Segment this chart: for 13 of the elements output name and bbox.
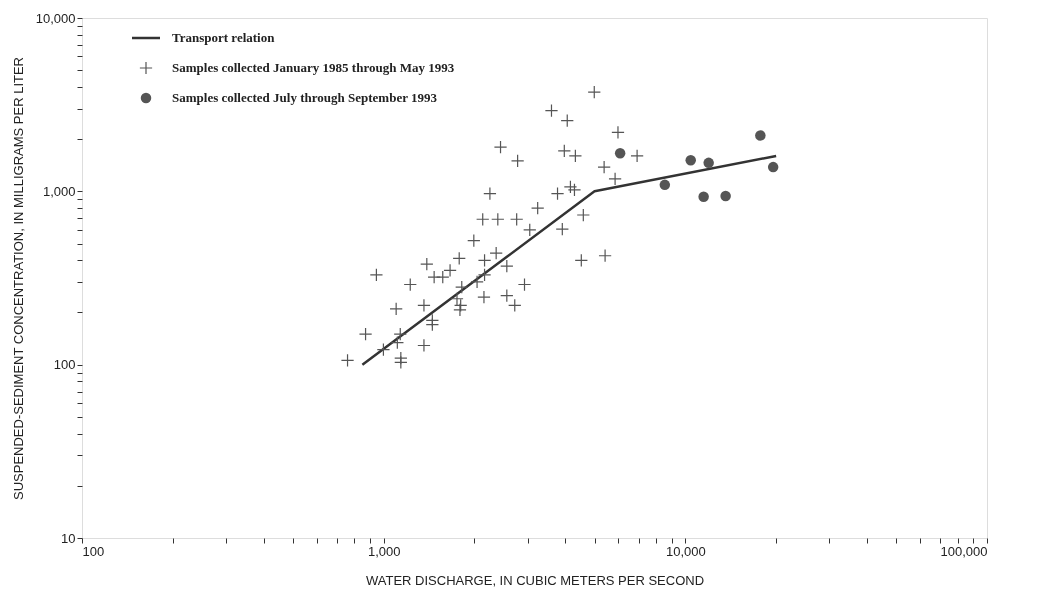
- x-tick-label: 10,000: [665, 543, 706, 559]
- x-tick-label: 100: [82, 543, 105, 559]
- x-axis-title: WATER DISCHARGE, IN CUBIC METERS PER SECOND: [365, 572, 705, 588]
- y-tick-label: 100: [53, 357, 76, 373]
- y-tick-label: 1,000: [42, 183, 76, 199]
- y-tick-label: 10,000: [35, 10, 76, 26]
- y-tick-label: 10: [61, 530, 76, 546]
- x-tick-label: 100,000: [940, 543, 988, 559]
- legend-label: Samples collected January 1985 through May 1993: [172, 60, 455, 75]
- y-axis-title: SUSPENDED-SEDIMENT CONCENTRATION, IN MILLIGRAMS PER LITER: [10, 56, 26, 501]
- x-tick-label: 1,000: [367, 543, 401, 559]
- legend-label: Transport relation: [172, 30, 276, 45]
- legend-label: Samples collected July through September 1993: [172, 90, 438, 105]
